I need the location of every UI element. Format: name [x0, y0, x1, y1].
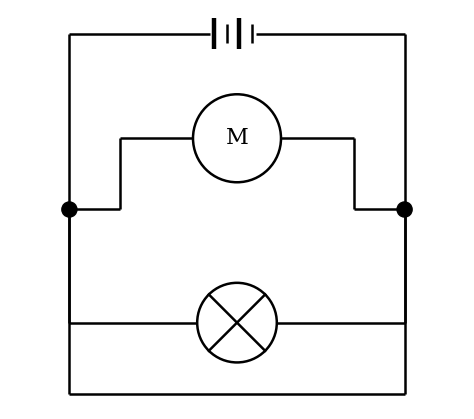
Circle shape: [197, 283, 277, 362]
Text: M: M: [226, 127, 248, 149]
Circle shape: [397, 202, 412, 217]
Circle shape: [62, 202, 77, 217]
Circle shape: [193, 94, 281, 182]
